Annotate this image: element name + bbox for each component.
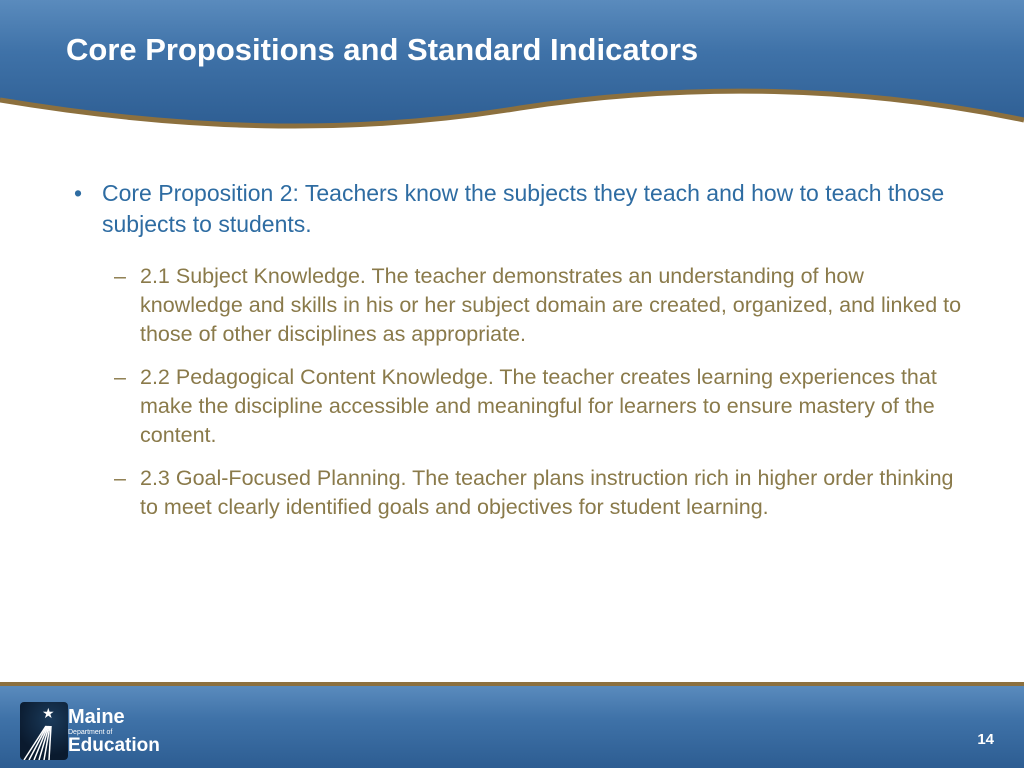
sub-bullet: 2.3 Goal-Focused Planning. The teacher p… — [66, 464, 964, 522]
logo-line-3: Education — [68, 736, 160, 755]
page-number: 14 — [977, 731, 994, 748]
logo-graphic: ★ — [20, 702, 68, 760]
logo-text: Maine Department of Education — [68, 707, 160, 755]
logo-rays-icon — [20, 720, 68, 760]
slide-title: Core Propositions and Standard Indicator… — [0, 0, 1024, 68]
header-wave-decoration — [0, 88, 1024, 148]
sub-bullet: 2.2 Pedagogical Content Knowledge. The t… — [66, 363, 964, 450]
logo-line-1: Maine — [68, 707, 160, 727]
main-bullet: Core Proposition 2: Teachers know the su… — [66, 178, 964, 240]
maine-doe-logo: ★ Maine Department of Education — [20, 702, 160, 760]
slide-content: Core Proposition 2: Teachers know the su… — [0, 130, 1024, 522]
sub-bullet: 2.1 Subject Knowledge. The teacher demon… — [66, 262, 964, 349]
slide-footer: ★ Maine Department of Education 14 — [0, 682, 1024, 768]
